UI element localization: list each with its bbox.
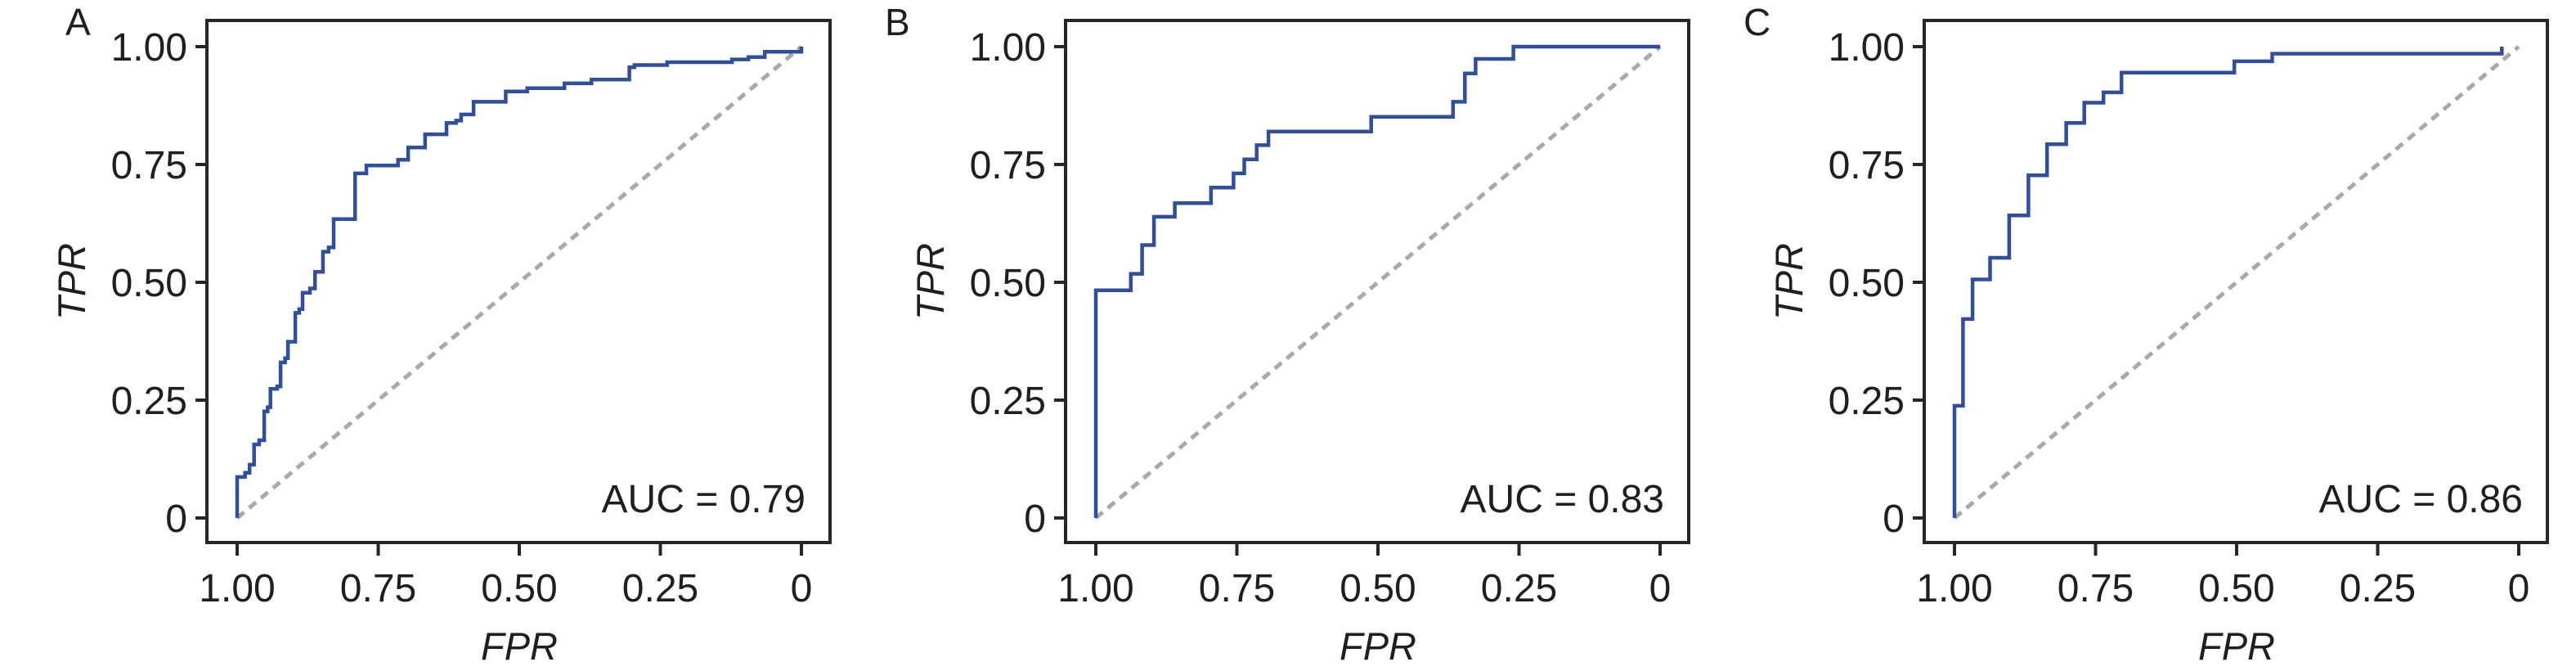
x-axis-title: FPR [2198,624,2275,668]
roc-panel-b: B 1.00 0.75 0.50 0.25 0 0 0.25 0.50 0.75 1.00 TPR… [859,0,1717,671]
x-tick-label: 1.00 [1057,567,1133,610]
x-tick-label: 0.25 [2340,567,2416,610]
y-tick-label: 0.25 [970,380,1046,423]
chance-line [236,45,803,520]
y-tick-label: 0.50 [970,262,1046,305]
y-tick-label: 0.75 [111,144,187,187]
roc-panel-c: C 1.00 0.75 0.50 0.25 0 0 0.25 0.50 0.75 1.00 TPR… [1717,0,2576,671]
x-tick-label: 0.50 [2198,567,2274,610]
chance-line [1094,45,1662,520]
y-tick-label: 0.50 [1829,262,1905,305]
x-tick-label: 0.25 [1481,567,1557,610]
y-tick-label: 1.00 [970,26,1046,70]
y-tick-label: 0 [165,498,187,541]
y-tick-label: 0.25 [1829,380,1905,423]
x-tick-label: 0.50 [481,567,557,610]
x-tick-label: 0 [791,567,813,610]
y-tick-label: 0.75 [970,144,1046,187]
y-axis-title: TPR [909,243,952,320]
x-tick-label: 0.75 [2058,567,2134,610]
x-tick-label: 0.50 [1340,567,1416,610]
y-axis-title: TPR [50,243,93,320]
y-tick-label: 0 [1883,498,1905,541]
x-tick-label: 0.25 [622,567,698,610]
x-axis-title: FPR [1340,624,1416,668]
roc-curve [1093,44,1660,518]
y-tick-label: 0.25 [111,380,187,423]
x-tick-label: 0.75 [340,567,416,610]
x-axis-title: FPR [481,624,558,668]
roc-curve [1952,47,2504,518]
x-tick-label: 1.00 [1916,567,1992,610]
y-tick-label: 0.50 [111,262,187,305]
panel-letter-a: A [65,1,91,43]
y-tick-label: 1.00 [111,26,187,70]
x-tick-label: 1.00 [199,567,275,610]
x-tick-label: 0.75 [1199,567,1275,610]
roc-curve [235,47,804,518]
y-axis-title: TPR [1767,243,1811,320]
chance-line [1953,45,2520,520]
roc-plot-c: 1.00 0.75 0.50 0.25 0 0 0.25 0.50 0.75 1.00 TPR F… [1767,19,2549,668]
auc-annotation: AUC = 0.83 [1461,478,1664,521]
panel-letter-b: B [885,1,910,43]
roc-panel-a: A 1.00 0.75 0.50 0.25 0 0 0.25 0.50 0.75 1.00 TPR… [0,0,859,671]
y-tick-label: 0.75 [1829,144,1905,187]
roc-plot-b: 1.00 0.75 0.50 0.25 0 0 0.25 0.50 0.75 1.00 TPR F… [909,19,1690,668]
roc-plot-a: 1.00 0.75 0.50 0.25 0 0 0.25 0.50 0.75 1.00 TPR F… [50,19,832,668]
x-tick-label: 0 [1649,567,1672,610]
auc-annotation: AUC = 0.79 [602,478,806,521]
panel-letter-c: C [1744,1,1771,43]
x-tick-label: 0 [2508,567,2530,610]
y-tick-label: 1.00 [1829,26,1905,70]
y-tick-label: 0 [1024,498,1046,541]
auc-annotation: AUC = 0.86 [2319,478,2523,521]
